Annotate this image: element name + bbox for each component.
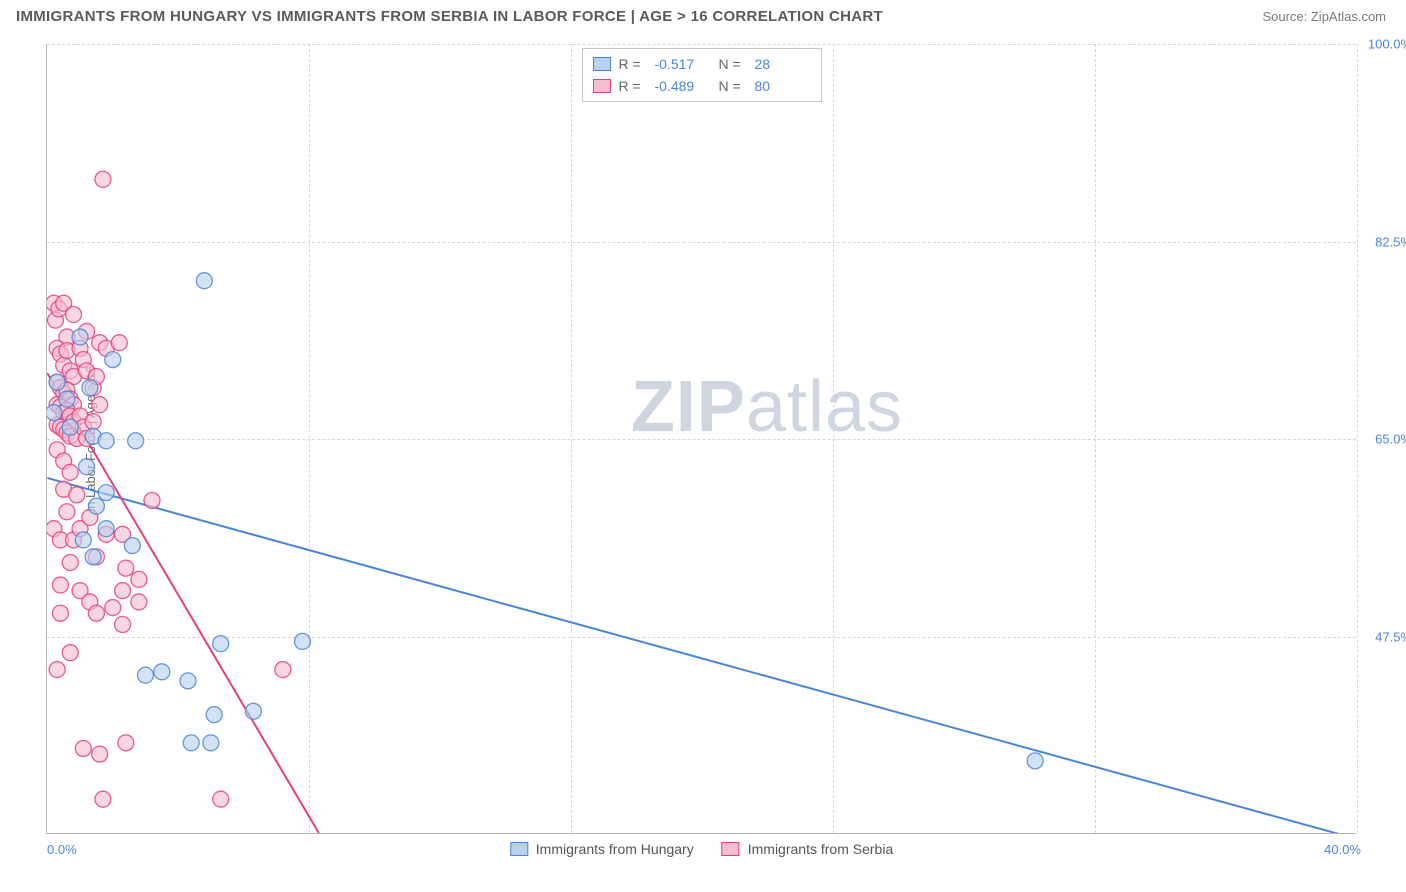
y-tick-label: 82.5% — [1375, 234, 1406, 249]
series-legend: Immigrants from Hungary Immigrants from … — [510, 841, 893, 857]
r-value-hungary: -0.517 — [655, 53, 711, 75]
legend-label: Immigrants from Hungary — [536, 841, 694, 857]
chart-plot-area: In Labor Force | Age > 16 ZIPatlas R = -… — [46, 44, 1356, 834]
legend-label: Immigrants from Serbia — [748, 841, 893, 857]
legend-swatch-hungary — [593, 57, 611, 71]
y-tick-label: 47.5% — [1375, 629, 1406, 644]
legend-swatch-icon — [510, 842, 528, 856]
n-value-serbia: 80 — [755, 75, 811, 97]
x-axis-max-label: 40.0% — [1324, 842, 1361, 857]
r-value-serbia: -0.489 — [655, 75, 711, 97]
y-tick-label: 100.0% — [1368, 37, 1406, 52]
legend-swatch-serbia — [593, 79, 611, 93]
legend-swatch-icon — [722, 842, 740, 856]
chart-source: Source: ZipAtlas.com — [1262, 9, 1386, 24]
legend-item-hungary: Immigrants from Hungary — [510, 841, 694, 857]
x-axis-min-label: 0.0% — [47, 842, 77, 857]
legend-row-serbia: R = -0.489 N = 80 — [593, 75, 811, 97]
n-value-hungary: 28 — [755, 53, 811, 75]
legend-row-hungary: R = -0.517 N = 28 — [593, 53, 811, 75]
legend-item-serbia: Immigrants from Serbia — [722, 841, 893, 857]
correlation-legend: R = -0.517 N = 28 R = -0.489 N = 80 — [582, 48, 822, 102]
chart-header: IMMIGRANTS FROM HUNGARY VS IMMIGRANTS FR… — [0, 0, 1406, 29]
chart-title: IMMIGRANTS FROM HUNGARY VS IMMIGRANTS FR… — [16, 8, 883, 25]
y-tick-label: 65.0% — [1375, 432, 1406, 447]
scatter-plot-svg — [47, 44, 1356, 833]
